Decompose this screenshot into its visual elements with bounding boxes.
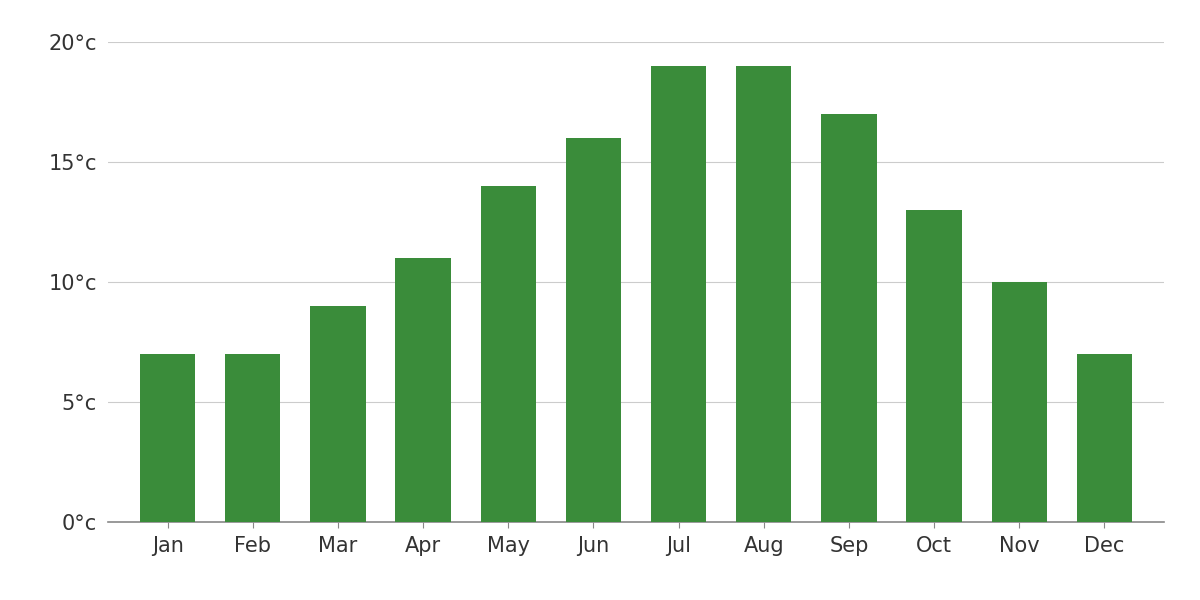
Bar [140,354,196,522]
Bar [311,306,366,522]
Bar [226,354,281,522]
Bar [906,210,961,522]
Bar [480,186,536,522]
Bar [650,66,707,522]
Bar [821,114,876,522]
Bar [991,282,1046,522]
Bar [396,258,451,522]
Bar [1076,354,1132,522]
Bar [736,66,792,522]
Bar [565,138,622,522]
